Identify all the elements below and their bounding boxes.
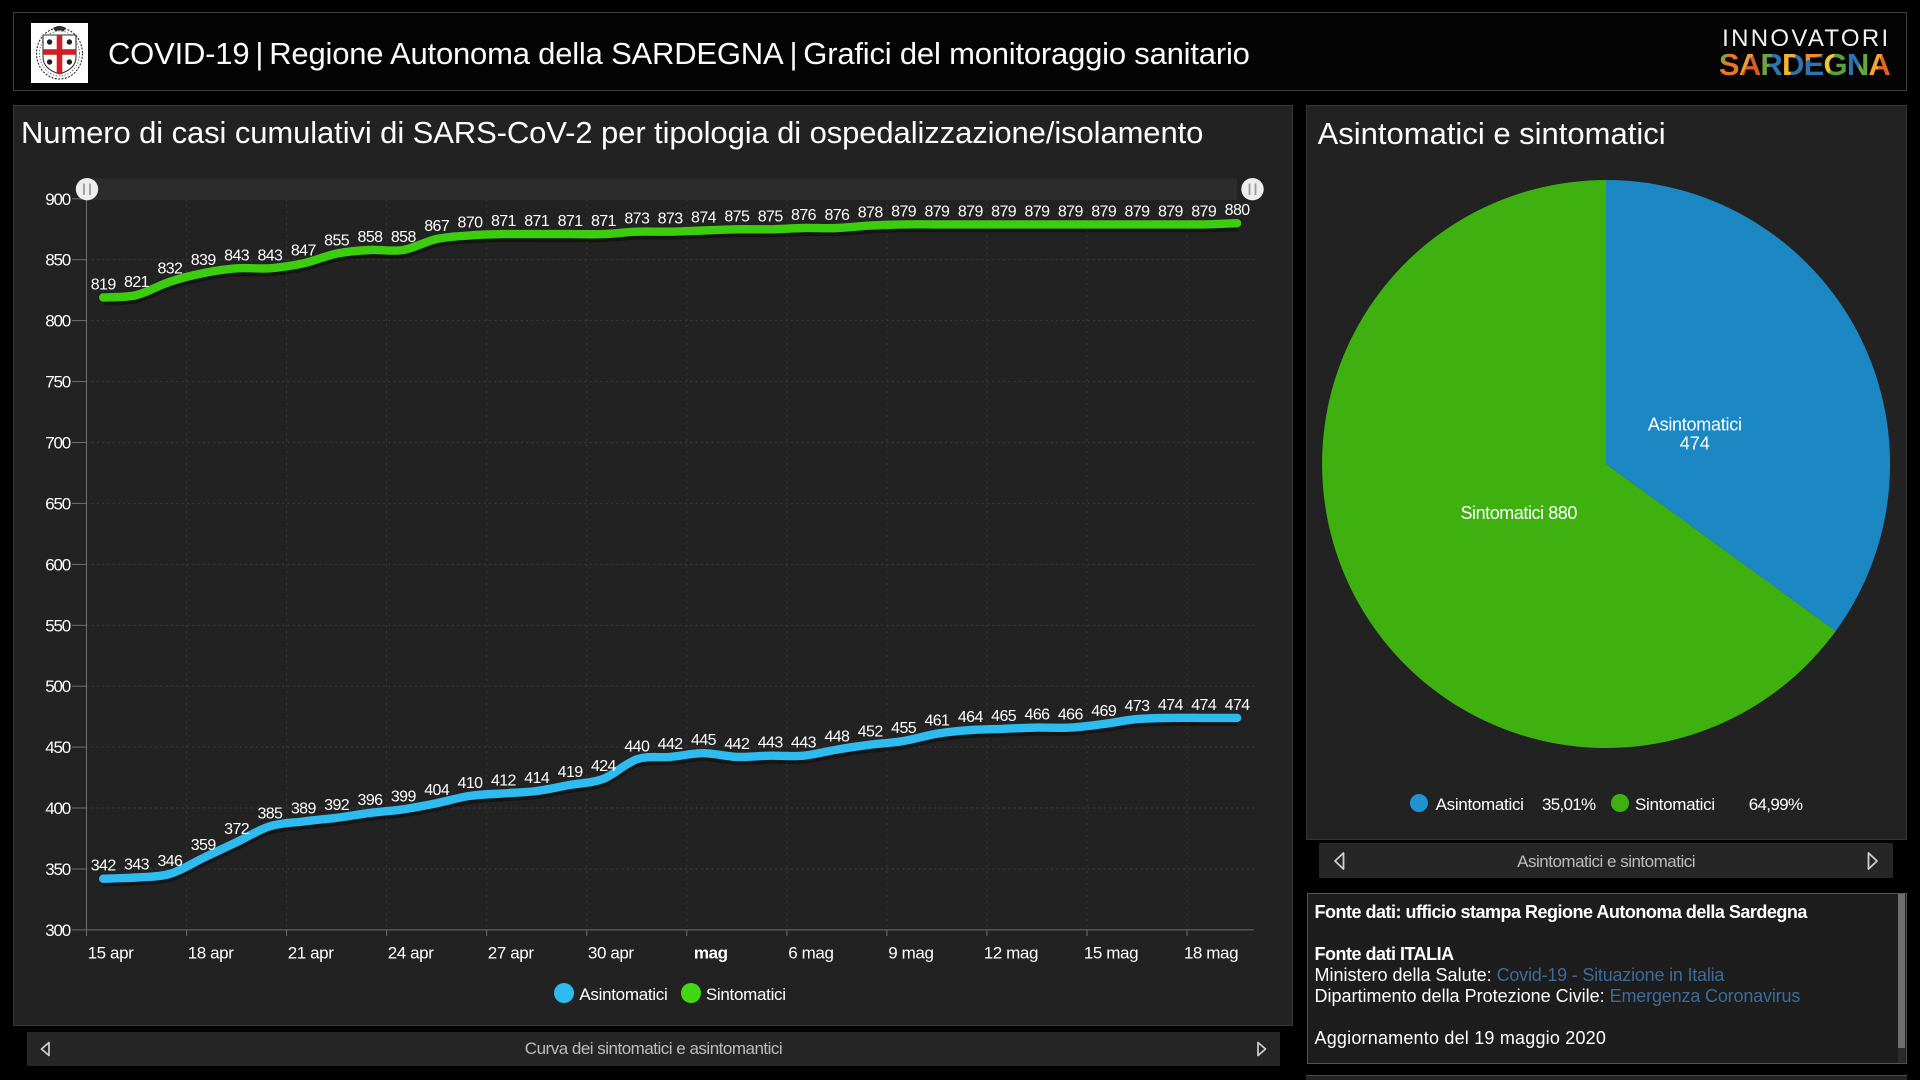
svg-text:871: 871 <box>524 213 550 230</box>
svg-text:442: 442 <box>724 735 750 752</box>
svg-text:466: 466 <box>1025 706 1051 723</box>
svg-text:452: 452 <box>858 723 884 740</box>
svg-text:875: 875 <box>724 208 750 225</box>
svg-text:870: 870 <box>458 214 484 231</box>
svg-text:879: 879 <box>1158 203 1184 220</box>
svg-text:392: 392 <box>324 796 350 813</box>
svg-text:466: 466 <box>1058 706 1084 723</box>
svg-text:474: 474 <box>1191 696 1217 713</box>
svg-text:878: 878 <box>858 204 884 221</box>
svg-text:18 apr: 18 apr <box>188 943 235 962</box>
svg-text:15 mag: 15 mag <box>1084 943 1138 962</box>
svg-text:858: 858 <box>358 229 384 246</box>
svg-text:873: 873 <box>624 210 650 227</box>
svg-text:847: 847 <box>291 242 317 259</box>
svg-text:385: 385 <box>257 805 283 822</box>
svg-text:21 apr: 21 apr <box>288 943 335 962</box>
svg-text:442: 442 <box>658 735 684 752</box>
svg-text:879: 879 <box>991 203 1017 220</box>
svg-text:400: 400 <box>45 799 71 818</box>
svg-text:30 apr: 30 apr <box>588 943 635 962</box>
svg-text:300: 300 <box>45 920 71 939</box>
svg-text:871: 871 <box>558 213 584 230</box>
svg-text:871: 871 <box>491 213 517 230</box>
svg-text:700: 700 <box>45 433 71 452</box>
svg-text:443: 443 <box>791 734 817 751</box>
svg-text:414: 414 <box>524 770 550 787</box>
svg-text:839: 839 <box>191 252 217 269</box>
svg-text:450: 450 <box>45 738 71 757</box>
svg-text:600: 600 <box>45 555 71 574</box>
svg-text:15 apr: 15 apr <box>88 943 135 962</box>
svg-text:Asintomatici: Asintomatici <box>1648 414 1742 434</box>
svg-text:465: 465 <box>991 707 1017 724</box>
svg-text:550: 550 <box>45 616 71 635</box>
svg-text:410: 410 <box>458 774 484 791</box>
svg-text:343: 343 <box>124 856 150 873</box>
svg-text:873: 873 <box>658 210 684 227</box>
svg-text:832: 832 <box>157 260 183 277</box>
svg-text:461: 461 <box>924 712 950 729</box>
svg-text:875: 875 <box>758 208 784 225</box>
svg-text:879: 879 <box>1125 203 1151 220</box>
svg-text:399: 399 <box>391 788 417 805</box>
svg-text:843: 843 <box>224 247 250 264</box>
svg-text:879: 879 <box>958 203 984 220</box>
svg-text:372: 372 <box>224 821 250 838</box>
svg-text:24 apr: 24 apr <box>388 943 435 962</box>
svg-text:445: 445 <box>691 732 717 749</box>
svg-text:440: 440 <box>624 738 650 755</box>
svg-text:800: 800 <box>45 311 71 330</box>
svg-text:474: 474 <box>1225 696 1251 713</box>
svg-text:819: 819 <box>91 276 117 293</box>
svg-text:12 mag: 12 mag <box>984 943 1038 962</box>
svg-text:876: 876 <box>824 207 850 224</box>
svg-text:469: 469 <box>1091 703 1117 720</box>
svg-text:750: 750 <box>45 372 71 391</box>
svg-text:874: 874 <box>691 209 717 226</box>
svg-text:18 mag: 18 mag <box>1184 943 1238 962</box>
svg-text:396: 396 <box>358 791 384 808</box>
svg-text:6 mag: 6 mag <box>788 943 833 962</box>
svg-text:879: 879 <box>1191 203 1217 220</box>
svg-text:455: 455 <box>891 720 917 737</box>
svg-text:342: 342 <box>91 857 117 874</box>
svg-text:419: 419 <box>558 763 584 780</box>
svg-text:9 mag: 9 mag <box>888 943 933 962</box>
svg-text:359: 359 <box>191 837 217 854</box>
svg-text:858: 858 <box>391 229 417 246</box>
svg-text:879: 879 <box>1025 203 1051 220</box>
svg-text:876: 876 <box>791 207 817 224</box>
svg-text:879: 879 <box>1091 203 1117 220</box>
svg-text:443: 443 <box>758 734 784 751</box>
svg-text:843: 843 <box>257 247 283 264</box>
svg-text:879: 879 <box>891 203 917 220</box>
svg-text:412: 412 <box>491 772 517 789</box>
svg-text:Sintomatici 880: Sintomatici 880 <box>1460 503 1577 523</box>
svg-text:850: 850 <box>45 250 71 269</box>
svg-text:464: 464 <box>958 709 984 726</box>
svg-text:27 apr: 27 apr <box>488 943 535 962</box>
svg-text:821: 821 <box>124 274 150 291</box>
svg-text:650: 650 <box>45 494 71 513</box>
svg-text:350: 350 <box>45 860 71 879</box>
svg-text:879: 879 <box>1058 203 1084 220</box>
svg-text:900: 900 <box>45 189 71 208</box>
svg-text:389: 389 <box>291 800 317 817</box>
svg-text:448: 448 <box>824 728 850 745</box>
svg-text:871: 871 <box>591 213 617 230</box>
svg-text:404: 404 <box>424 782 450 799</box>
svg-text:mag: mag <box>694 943 728 962</box>
svg-text:424: 424 <box>591 757 617 774</box>
svg-text:879: 879 <box>924 203 950 220</box>
svg-text:855: 855 <box>324 232 350 249</box>
svg-text:473: 473 <box>1125 698 1151 715</box>
svg-text:500: 500 <box>45 677 71 696</box>
svg-text:867: 867 <box>424 218 450 235</box>
svg-text:346: 346 <box>157 852 183 869</box>
svg-text:880: 880 <box>1225 202 1251 219</box>
svg-text:474: 474 <box>1680 433 1710 453</box>
svg-text:474: 474 <box>1158 696 1184 713</box>
